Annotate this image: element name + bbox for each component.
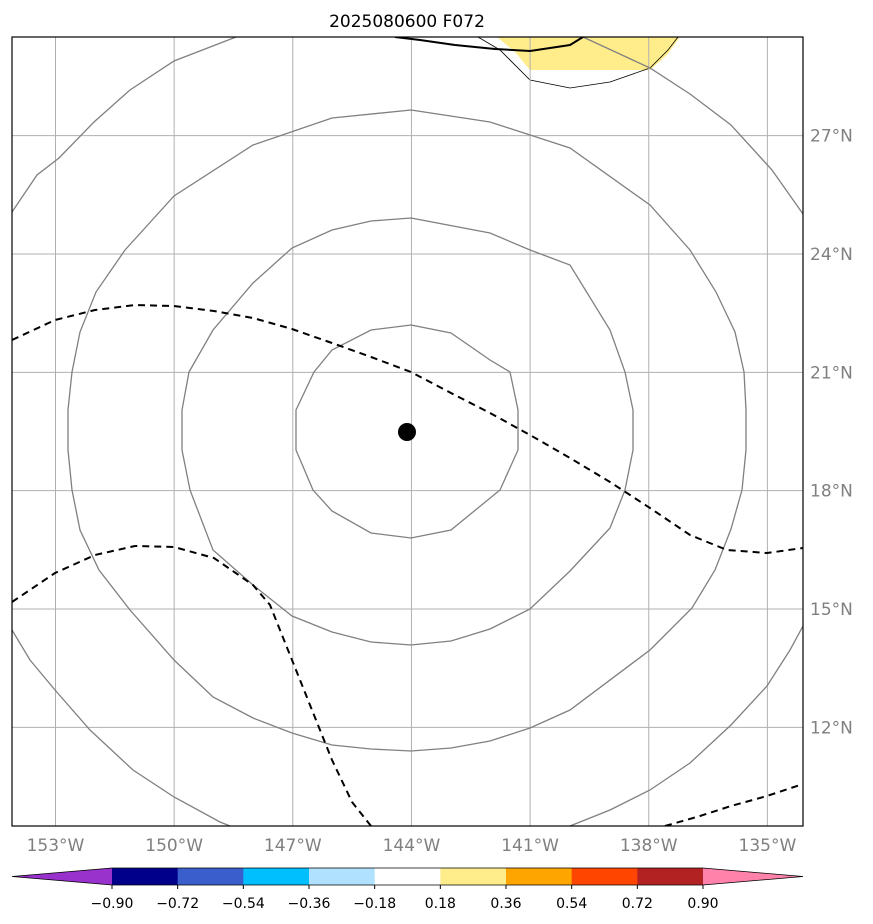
colorbar-segment — [112, 868, 179, 885]
contour-ring-1 — [295, 324, 519, 539]
colorbar-segment — [440, 868, 507, 885]
latitude-tick-label: 21°N — [810, 363, 853, 383]
map-title: 2025080600 F072 — [329, 12, 485, 32]
dashed-line-lower-right — [664, 783, 803, 826]
contour-ring-2 — [181, 217, 634, 646]
colorbar: −0.90 −0.72 −0.54 −0.36 −0.18 0.18 0.36 0.54 0.7… — [11, 867, 804, 912]
solid-contour-line — [394, 37, 584, 53]
longitude-tick-label: 141°W — [501, 836, 559, 856]
longitude-tick-label: 150°W — [145, 836, 203, 856]
latitude-tick-labels: 27°N 24°N 21°N 18°N 15°N 12°N — [810, 127, 853, 739]
colorbar-tick-label: −0.54 — [222, 896, 265, 912]
longitude-tick-label: 144°W — [383, 836, 441, 856]
latitude-tick-label: 15°N — [810, 600, 853, 620]
latitude-tick-label: 12°N — [810, 718, 853, 738]
colorbar-tick-label: 0.36 — [490, 896, 521, 912]
longitude-tick-label: 147°W — [264, 836, 322, 856]
longitude-tick-labels: 153°W 150°W 147°W 144°W 141°W 138°W 135°W — [27, 836, 797, 856]
longitude-tick-label: 135°W — [739, 836, 797, 856]
colorbar-tick-label: −0.90 — [91, 896, 134, 912]
gridlines — [12, 37, 803, 826]
latitude-tick-label: 27°N — [810, 127, 853, 147]
colorbar-segment — [374, 868, 441, 885]
colorbar-segment — [637, 868, 704, 885]
colorbar-tick-label: −0.18 — [353, 896, 396, 912]
colorbar-extend-min — [12, 868, 112, 885]
dashed-line-upper — [12, 303, 803, 555]
storm-center-marker — [398, 423, 416, 441]
dashed-contours — [12, 303, 803, 826]
colorbar-segment — [243, 868, 310, 885]
pressure-contours — [12, 37, 803, 826]
colorbar-tick-label: 0.72 — [622, 896, 653, 912]
colorbar-tick-label: 0.54 — [556, 896, 587, 912]
contour-ring-4d — [569, 625, 803, 826]
longitude-tick-label: 138°W — [620, 836, 678, 856]
positive-anomaly-fill — [497, 37, 680, 70]
dashed-line-lower-left — [12, 544, 372, 826]
contour-ring-4 — [12, 37, 237, 213]
contour-ring-4c — [12, 629, 231, 826]
colorbar-extend-max — [703, 868, 803, 885]
latitude-tick-label: 24°N — [810, 245, 853, 265]
thin-boundary-line — [477, 37, 679, 89]
latitude-tick-label: 18°N — [810, 482, 853, 502]
map-frame — [11, 36, 804, 827]
colorbar-segment — [309, 868, 376, 885]
colorbar-tick-label: −0.72 — [156, 896, 199, 912]
colorbar-segment — [177, 868, 244, 885]
colorbar-tick-label: −0.36 — [288, 896, 331, 912]
contour-ring-4b — [582, 37, 803, 215]
colorbar-tick-label: 0.90 — [687, 896, 718, 912]
longitude-tick-label: 153°W — [27, 836, 85, 856]
colorbar-segment — [571, 868, 638, 885]
colorbar-tick-label: 0.18 — [425, 896, 456, 912]
colorbar-segment — [506, 868, 573, 885]
contour-ring-3 — [67, 109, 747, 752]
map-area — [12, 37, 803, 826]
